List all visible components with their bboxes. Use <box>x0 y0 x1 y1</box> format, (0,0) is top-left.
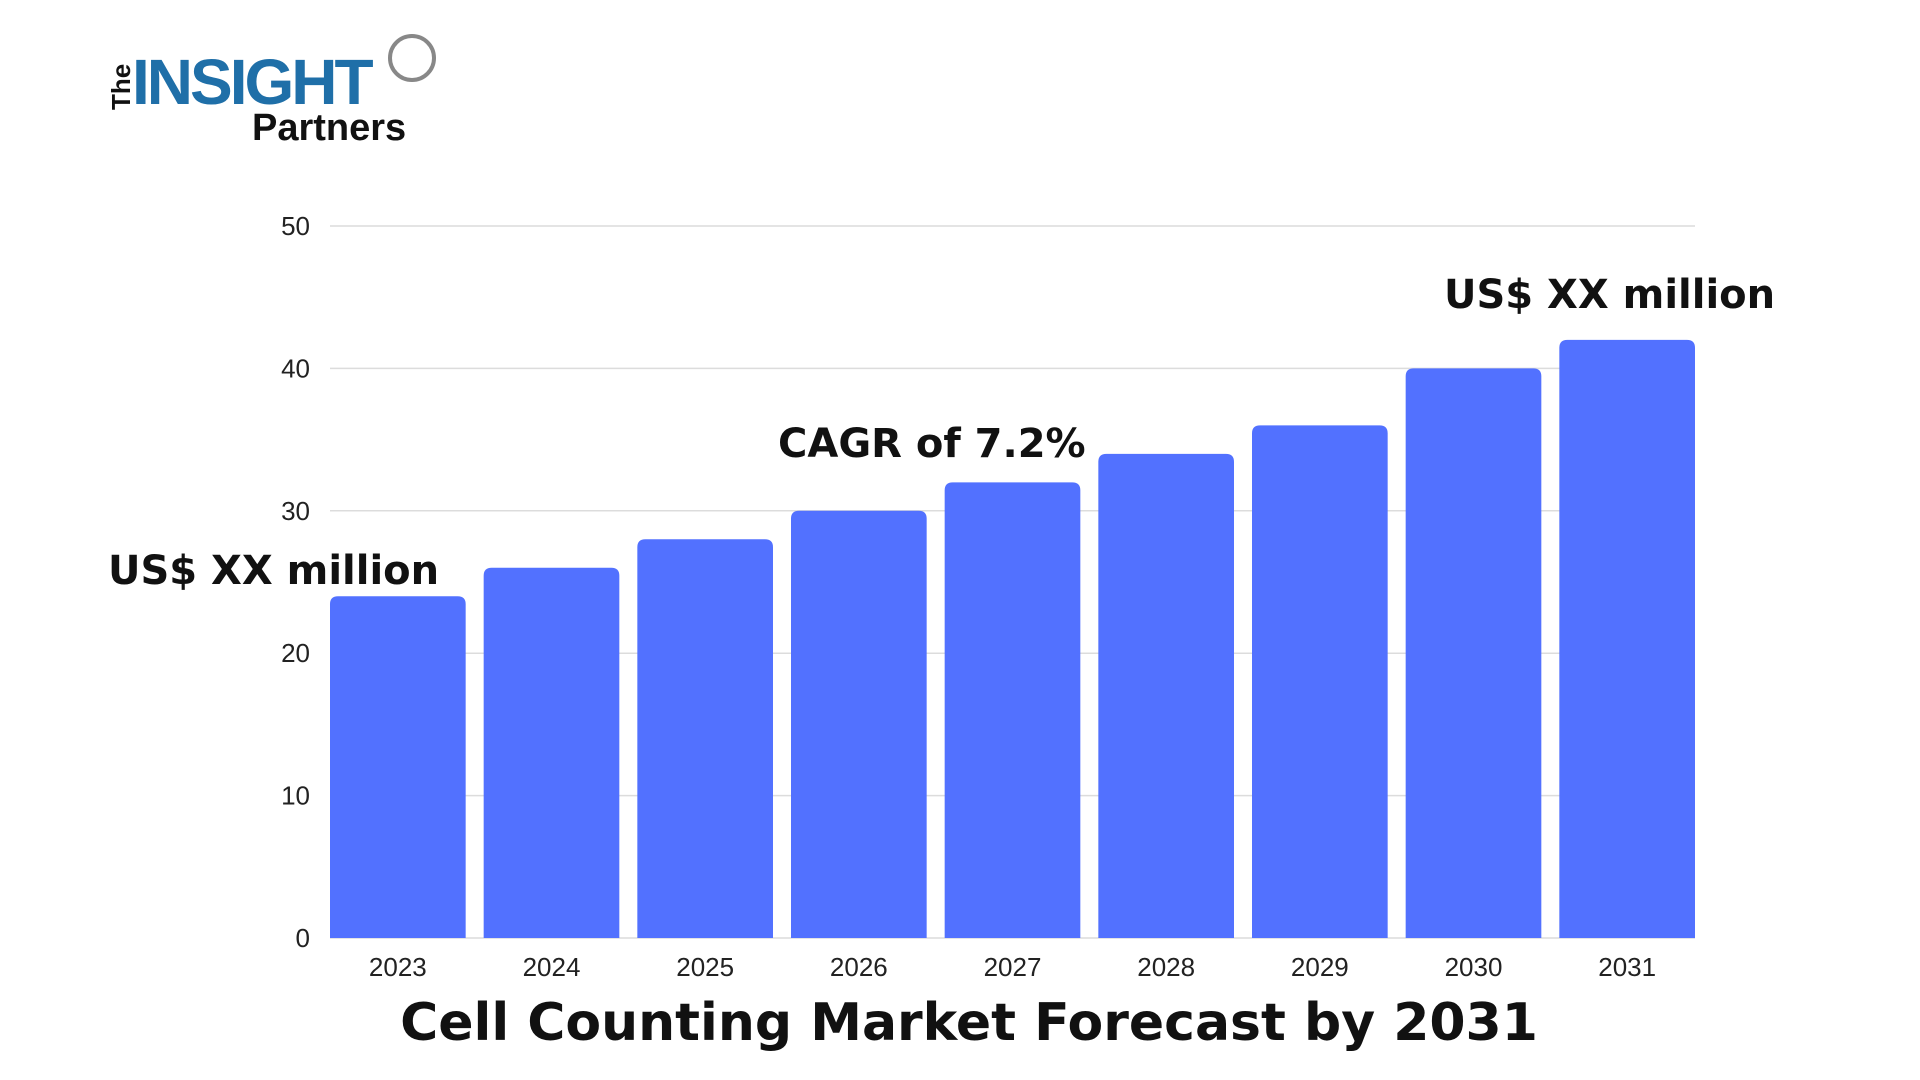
bar-2025 <box>637 539 773 938</box>
x-axis-labels: 2023 2024 2025 2026 2027 2028 2029 2030 2031 <box>369 952 1656 982</box>
x-tick-label: 2023 <box>369 952 427 982</box>
x-tick-label: 2028 <box>1137 952 1195 982</box>
logo-partners: Partners <box>252 107 406 146</box>
annotation-cagr: CAGR of 7.2% <box>778 421 1086 467</box>
x-tick-label: 2031 <box>1598 952 1656 982</box>
bar-2029 <box>1252 425 1388 938</box>
y-tick-label: 50 <box>281 211 310 241</box>
bar-2027 <box>944 482 1081 938</box>
annotation-start-value: US$ XX million <box>108 548 439 594</box>
bar-2031 <box>1559 339 1695 938</box>
bar-2030 <box>1405 368 1542 938</box>
x-tick-label: 2029 <box>1291 952 1349 982</box>
x-tick-label: 2030 <box>1445 952 1503 982</box>
chart-title: Cell Counting Market Forecast by 2031 <box>400 993 1538 1053</box>
bar-2024 <box>483 567 620 938</box>
bars <box>330 339 1695 938</box>
x-tick-label: 2024 <box>523 952 581 982</box>
y-tick-label: 40 <box>281 353 310 383</box>
insight-partners-logo: The INSIGHT Partners <box>106 34 436 146</box>
y-tick-label: 0 <box>296 923 310 953</box>
y-tick-label: 30 <box>281 496 310 526</box>
x-tick-label: 2026 <box>830 952 888 982</box>
logo-insight: INSIGHT <box>132 46 373 118</box>
x-tick-label: 2027 <box>984 952 1042 982</box>
bar-2028 <box>1098 453 1234 938</box>
logo-the: The <box>106 64 136 110</box>
magnifier-icon <box>388 34 436 82</box>
y-tick-label: 10 <box>281 781 310 811</box>
y-axis-ticks: 0 10 20 30 40 50 <box>281 211 310 953</box>
bar-2023 <box>330 596 466 938</box>
annotation-end-value: US$ XX million <box>1444 272 1775 318</box>
bar-2026 <box>791 510 927 938</box>
x-tick-label: 2025 <box>676 952 734 982</box>
y-tick-label: 20 <box>281 638 310 668</box>
